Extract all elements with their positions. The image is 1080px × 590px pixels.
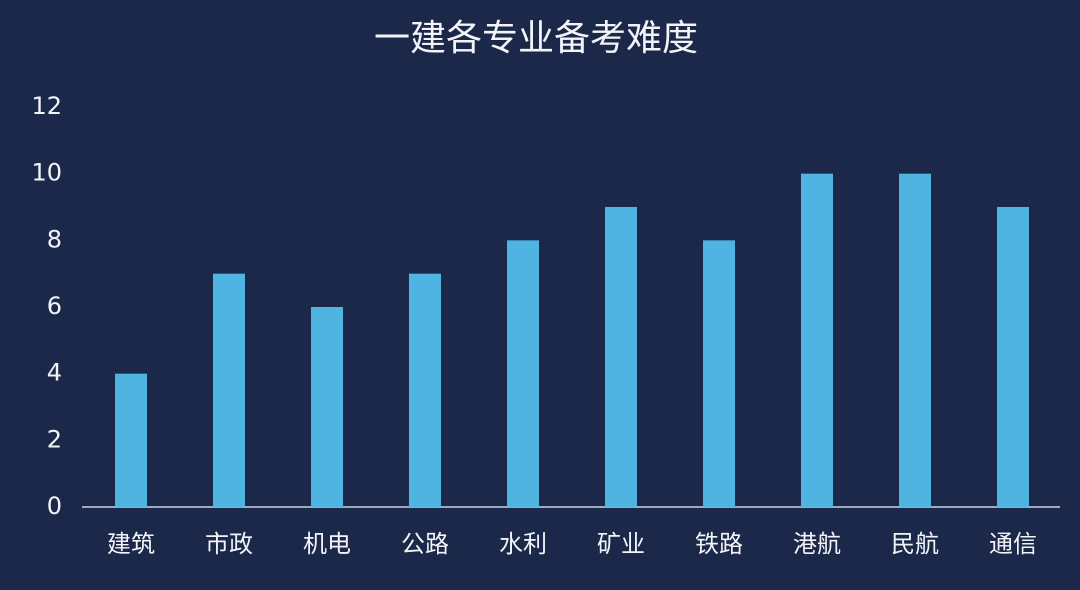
x-tick-label: 机电 — [303, 530, 351, 558]
bar — [899, 173, 931, 507]
bar — [605, 207, 637, 507]
x-tick-label: 建筑 — [107, 530, 155, 558]
bar — [115, 373, 147, 507]
y-tick-label: 10 — [31, 159, 62, 187]
x-tick-label: 矿业 — [597, 530, 645, 558]
y-tick-label: 2 — [47, 425, 62, 453]
x-tick-label: 市政 — [205, 530, 253, 558]
y-tick-label: 0 — [47, 492, 62, 520]
bar — [213, 273, 245, 507]
y-tick-label: 12 — [31, 92, 62, 120]
bar — [311, 307, 343, 507]
x-tick-label: 公路 — [401, 530, 449, 558]
x-tick-label: 通信 — [989, 530, 1037, 558]
y-tick-label: 6 — [47, 292, 62, 320]
bar — [409, 273, 441, 507]
bar — [801, 173, 833, 507]
x-tick-label: 铁路 — [695, 530, 743, 558]
bar — [997, 207, 1029, 507]
x-tick-label: 水利 — [499, 530, 547, 558]
y-tick-label: 4 — [47, 359, 62, 387]
bar — [507, 240, 539, 508]
y-tick-label: 8 — [47, 225, 62, 253]
chart-title: 一建各专业备考难度 — [374, 18, 698, 59]
x-tick-label: 港航 — [793, 530, 841, 558]
bar — [703, 240, 735, 508]
x-tick-label: 民航 — [891, 530, 939, 558]
